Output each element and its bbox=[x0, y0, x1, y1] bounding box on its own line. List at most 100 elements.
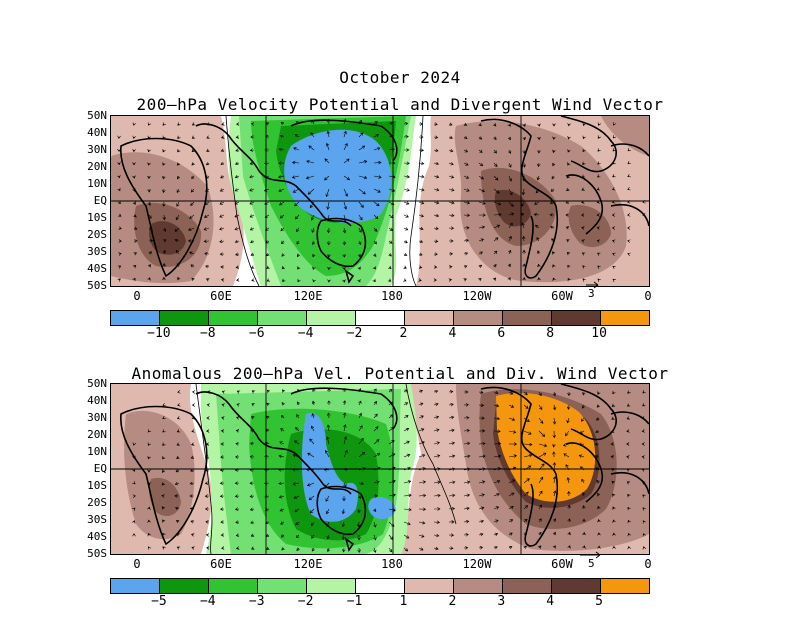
wind-vector bbox=[448, 175, 455, 179]
wind-vector bbox=[205, 175, 210, 179]
wind-vector bbox=[582, 161, 586, 166]
panel1-map-svg bbox=[111, 116, 649, 286]
wind-vector bbox=[388, 401, 393, 406]
wind-vector bbox=[508, 492, 515, 497]
wind-vector bbox=[297, 278, 301, 283]
wind-vector bbox=[323, 467, 330, 472]
wind-vector bbox=[493, 224, 501, 229]
wind-vector bbox=[433, 493, 441, 498]
wind-vector bbox=[305, 175, 315, 180]
wind-vector bbox=[478, 454, 486, 459]
wind-vector bbox=[493, 416, 501, 421]
wind-vector bbox=[403, 534, 410, 539]
wind-vector bbox=[448, 402, 454, 407]
wind-vector bbox=[478, 136, 483, 140]
wind-vector bbox=[388, 521, 395, 527]
wind-vector bbox=[388, 175, 396, 179]
wind-vector bbox=[341, 521, 346, 528]
wind-vector bbox=[161, 494, 165, 498]
wind-vector bbox=[251, 403, 255, 407]
wind-vector bbox=[580, 213, 585, 217]
wind-vector bbox=[478, 213, 486, 217]
wind-vector bbox=[478, 188, 485, 193]
wind-vector bbox=[552, 404, 557, 411]
colorbar-swatch bbox=[601, 311, 649, 325]
main-title: October 2024 bbox=[339, 68, 461, 87]
wind-vector bbox=[132, 442, 136, 446]
wind-vector bbox=[508, 417, 516, 421]
wind-vector bbox=[388, 466, 396, 471]
lat-label: 20N bbox=[87, 160, 107, 173]
wind-vector bbox=[190, 442, 195, 446]
wind-vector bbox=[312, 279, 316, 283]
wind-vector bbox=[508, 519, 514, 523]
wind-vector bbox=[357, 547, 361, 553]
wind-vector bbox=[147, 175, 151, 180]
wind-vector bbox=[478, 251, 483, 255]
wind-vector bbox=[418, 402, 424, 406]
wind-vector bbox=[250, 520, 255, 524]
wind-vector bbox=[537, 277, 541, 281]
panel2-vectors bbox=[132, 387, 646, 553]
wind-vector bbox=[117, 200, 121, 205]
wind-vector bbox=[463, 546, 469, 550]
wind-vector bbox=[162, 532, 166, 537]
wind-vector bbox=[297, 266, 301, 270]
wind-vector bbox=[493, 123, 497, 127]
wind-vector bbox=[263, 161, 270, 166]
wind-vector bbox=[249, 468, 255, 472]
wind-vector bbox=[307, 188, 315, 195]
wind-vector bbox=[147, 506, 151, 510]
wind-vector bbox=[594, 442, 600, 446]
wind-vector bbox=[562, 443, 570, 447]
wind-vector bbox=[220, 175, 225, 179]
wind-vector bbox=[177, 122, 181, 126]
wind-vector bbox=[235, 252, 240, 256]
wind-vector bbox=[538, 545, 542, 549]
wind-vector bbox=[581, 417, 585, 422]
panel1-coastlines bbox=[120, 116, 649, 284]
wind-vector bbox=[433, 278, 437, 282]
wind-vector bbox=[478, 546, 484, 550]
wind-vector bbox=[493, 136, 497, 140]
wind-vector bbox=[612, 148, 616, 152]
colorbar-tick-label: 2 bbox=[448, 594, 457, 609]
colorbar-tick-label: 8 bbox=[546, 326, 555, 341]
wind-vector bbox=[147, 122, 151, 126]
wind-vector bbox=[250, 546, 255, 550]
wind-vector bbox=[147, 135, 151, 140]
wind-vector bbox=[523, 518, 528, 523]
wind-vector bbox=[627, 187, 631, 191]
wind-vector bbox=[162, 519, 166, 523]
colorbar-tick-label: 4 bbox=[448, 326, 457, 341]
wind-vector bbox=[311, 119, 315, 125]
wind-vector bbox=[611, 480, 615, 485]
wind-vector bbox=[249, 481, 255, 485]
wind-vector bbox=[493, 442, 502, 446]
wind-vector bbox=[162, 546, 166, 550]
wind-vector bbox=[552, 149, 556, 154]
wind-vector bbox=[162, 227, 167, 232]
wind-vector bbox=[581, 174, 586, 178]
wind-vector bbox=[191, 148, 195, 153]
wind-vector bbox=[642, 520, 646, 524]
wind-vector bbox=[358, 425, 363, 432]
wind-vector bbox=[342, 240, 347, 246]
wind-vector bbox=[582, 122, 586, 127]
panel2-ref-vector-label: 5 bbox=[588, 557, 595, 570]
wind-vector bbox=[147, 263, 151, 268]
wind-vector bbox=[234, 227, 240, 231]
wind-vector bbox=[508, 505, 514, 510]
wind-vector bbox=[373, 508, 377, 513]
wind-vector bbox=[433, 533, 440, 538]
wind-vector bbox=[148, 239, 154, 243]
ref-arrow-icon bbox=[580, 551, 601, 559]
wind-vector bbox=[581, 226, 585, 230]
wind-vector bbox=[234, 201, 240, 205]
wind-vector bbox=[642, 546, 646, 550]
wind-vector bbox=[403, 521, 411, 526]
wind-vector bbox=[263, 174, 270, 179]
wind-vector bbox=[343, 467, 349, 472]
wind-vector bbox=[295, 120, 300, 125]
wind-vector bbox=[162, 456, 166, 460]
